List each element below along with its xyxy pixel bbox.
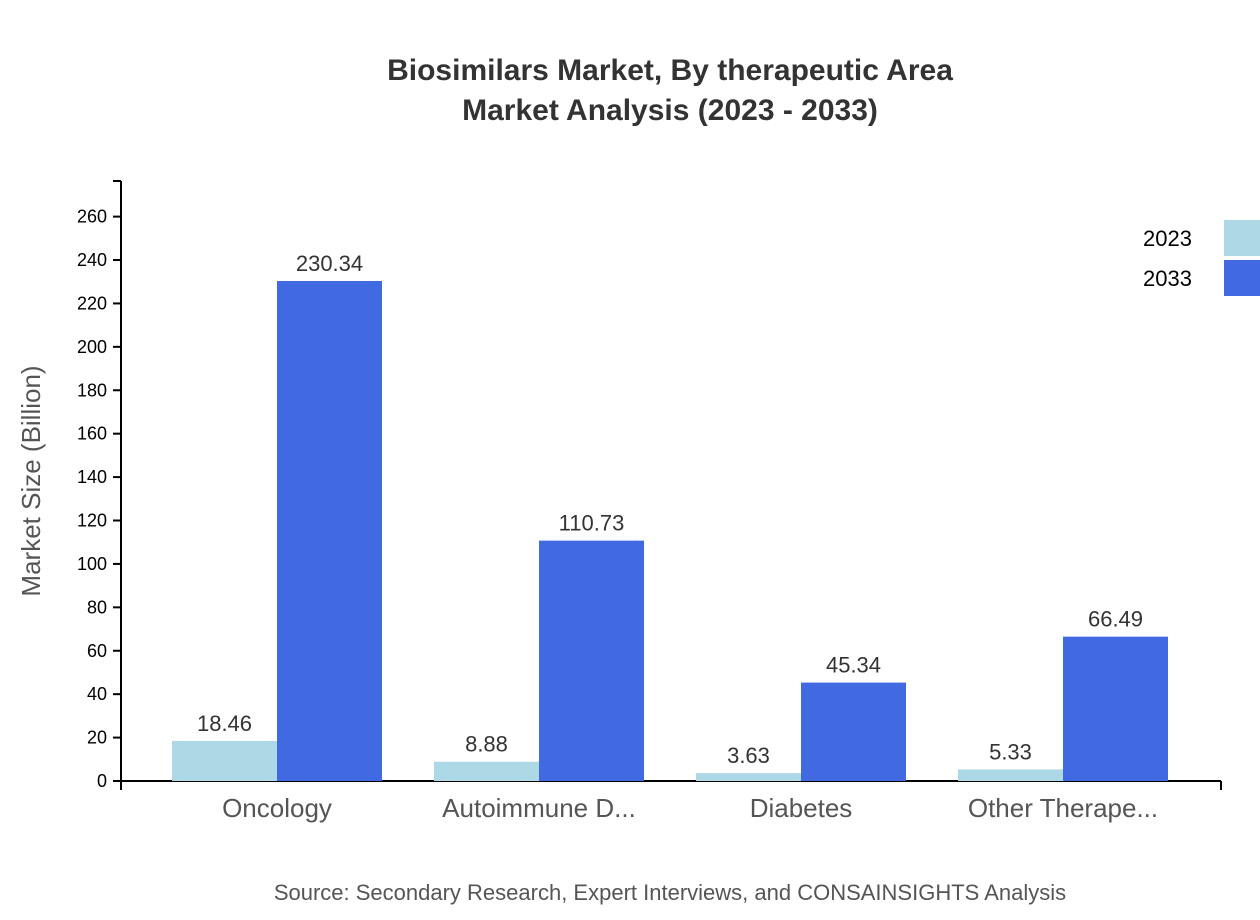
- y-tick-label: 80: [87, 597, 107, 617]
- chart-title: Biosimilars Market, By therapeutic Area: [387, 54, 953, 87]
- legend: 2023 2033: [1143, 220, 1260, 296]
- y-tick-label: 260: [77, 207, 107, 227]
- y-axis-label: Market Size (Billion): [16, 365, 46, 596]
- y-tick-label: 240: [77, 250, 107, 270]
- y-tick-label: 200: [77, 337, 107, 357]
- data-label: 45.34: [826, 653, 881, 678]
- y-tick-label: 140: [77, 467, 107, 487]
- legend-swatch: [1224, 260, 1260, 296]
- bar-2033: [539, 540, 644, 781]
- y-tick-label: 20: [87, 728, 107, 748]
- legend-swatch: [1224, 220, 1260, 256]
- y-tick-label: 40: [87, 684, 107, 704]
- y-tick-label: 60: [87, 641, 107, 661]
- source-note: Source: Secondary Research, Expert Inter…: [274, 880, 1066, 905]
- y-tick-label: 180: [77, 380, 107, 400]
- chart-subtitle: Market Analysis (2023 - 2033): [462, 94, 878, 127]
- bar-2023: [434, 761, 539, 781]
- x-tick-label: Autoimmune D...: [442, 793, 636, 823]
- data-label: 5.33: [989, 739, 1032, 764]
- data-label: 3.63: [727, 743, 770, 768]
- y-tick-label: 120: [77, 511, 107, 531]
- bar-2033: [277, 280, 382, 781]
- bar-2033: [801, 682, 906, 781]
- bar-2023: [696, 773, 801, 781]
- x-tick-label: Other Therape...: [968, 793, 1158, 823]
- y-tick-label: 220: [77, 293, 107, 313]
- data-label: 8.88: [465, 732, 508, 757]
- data-label: 18.46: [197, 711, 252, 736]
- y-tick-label: 100: [77, 554, 107, 574]
- bar-2023: [958, 769, 1063, 781]
- y-tick-label: 160: [77, 424, 107, 444]
- data-label: 230.34: [296, 251, 363, 276]
- legend-label: 2023: [1143, 226, 1192, 251]
- bar-2033: [1063, 636, 1168, 781]
- data-label: 66.49: [1088, 607, 1143, 632]
- x-axis: Oncology Autoimmune D... Diabetes Other The…: [120, 780, 1222, 823]
- y-tick-label: 0: [97, 771, 107, 791]
- y-axis: 0 20 40 60 80 100 120 140 160 180 200 220 240 260: [77, 180, 122, 791]
- x-tick-label: Diabetes: [750, 793, 853, 823]
- x-tick-label: Oncology: [222, 793, 332, 823]
- legend-label: 2033: [1143, 266, 1192, 291]
- bar-2023: [172, 740, 277, 781]
- data-label: 110.73: [559, 511, 625, 536]
- bars: 18.46 230.34 8.88 110.73 3.63 45.34 5.33 66.49: [172, 251, 1168, 781]
